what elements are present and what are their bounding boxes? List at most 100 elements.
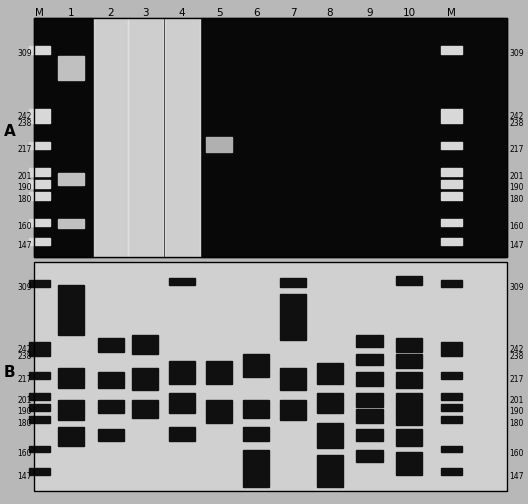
- Bar: [29, 46, 50, 53]
- Bar: [165, 18, 200, 257]
- Text: 238: 238: [17, 352, 32, 361]
- Text: 242: 242: [510, 112, 524, 120]
- Bar: [58, 173, 84, 185]
- Bar: [441, 193, 462, 200]
- Text: 4: 4: [179, 8, 185, 18]
- Bar: [34, 18, 507, 257]
- Bar: [441, 404, 462, 411]
- Bar: [441, 46, 462, 53]
- Text: 242: 242: [17, 112, 32, 120]
- Bar: [243, 450, 269, 487]
- Text: 1: 1: [68, 8, 74, 18]
- Text: 242: 242: [17, 345, 32, 354]
- Bar: [441, 238, 462, 245]
- Text: 147: 147: [510, 472, 524, 480]
- Bar: [396, 393, 422, 409]
- Text: 147: 147: [17, 241, 32, 250]
- Bar: [132, 400, 158, 418]
- Bar: [243, 354, 269, 377]
- Bar: [317, 363, 343, 384]
- Bar: [132, 367, 158, 391]
- Bar: [396, 354, 422, 367]
- Text: 190: 190: [510, 407, 524, 416]
- Text: 190: 190: [17, 183, 32, 193]
- Text: M: M: [35, 8, 44, 18]
- Bar: [29, 446, 50, 453]
- Bar: [317, 455, 343, 487]
- Text: 201: 201: [510, 396, 524, 405]
- Bar: [356, 429, 383, 441]
- Text: 9: 9: [366, 8, 373, 18]
- Bar: [169, 393, 195, 413]
- Bar: [317, 393, 343, 413]
- Bar: [441, 219, 462, 226]
- Bar: [169, 278, 195, 285]
- Bar: [29, 109, 50, 116]
- Bar: [280, 294, 306, 340]
- Bar: [98, 338, 124, 351]
- Text: 309: 309: [17, 283, 32, 292]
- Text: 147: 147: [17, 472, 32, 480]
- Bar: [29, 469, 50, 475]
- Text: 242: 242: [510, 345, 524, 354]
- Text: A: A: [4, 123, 15, 139]
- Text: 180: 180: [510, 419, 524, 428]
- Bar: [356, 393, 383, 407]
- Text: 180: 180: [17, 419, 32, 428]
- Bar: [441, 349, 462, 356]
- Text: 238: 238: [510, 352, 524, 361]
- Text: 8: 8: [327, 8, 333, 18]
- Bar: [206, 361, 232, 384]
- Text: 238: 238: [17, 119, 32, 128]
- Text: 190: 190: [17, 407, 32, 416]
- Bar: [98, 400, 124, 413]
- Bar: [441, 116, 462, 123]
- Text: B: B: [4, 365, 15, 381]
- Bar: [441, 280, 462, 287]
- Bar: [58, 56, 84, 80]
- Text: 217: 217: [510, 375, 524, 384]
- Bar: [58, 285, 84, 336]
- Bar: [441, 168, 462, 176]
- Bar: [58, 400, 84, 420]
- Bar: [94, 18, 128, 257]
- Text: 217: 217: [510, 145, 524, 154]
- Bar: [441, 446, 462, 453]
- Text: 201: 201: [17, 171, 32, 180]
- Bar: [206, 137, 232, 152]
- Text: 309: 309: [510, 283, 524, 292]
- Bar: [243, 400, 269, 418]
- Bar: [29, 219, 50, 226]
- Bar: [441, 372, 462, 379]
- Text: 10: 10: [403, 8, 416, 18]
- Bar: [29, 238, 50, 245]
- Text: 217: 217: [17, 375, 32, 384]
- Bar: [29, 193, 50, 200]
- Bar: [396, 372, 422, 388]
- Bar: [356, 372, 383, 386]
- Text: 201: 201: [17, 396, 32, 405]
- Bar: [128, 18, 163, 257]
- Text: 147: 147: [510, 241, 524, 250]
- Text: 160: 160: [510, 222, 524, 231]
- Bar: [29, 349, 50, 356]
- Bar: [243, 427, 269, 441]
- Bar: [441, 180, 462, 187]
- Text: 3: 3: [142, 8, 148, 18]
- Bar: [58, 367, 84, 388]
- Bar: [29, 142, 50, 149]
- Bar: [356, 336, 383, 347]
- Text: 238: 238: [510, 119, 524, 128]
- Text: 180: 180: [17, 196, 32, 205]
- Bar: [280, 400, 306, 420]
- Text: 180: 180: [510, 196, 524, 205]
- Bar: [58, 427, 84, 446]
- Bar: [29, 116, 50, 123]
- Text: 2: 2: [108, 8, 114, 18]
- Text: 160: 160: [510, 449, 524, 458]
- Bar: [280, 367, 306, 391]
- Bar: [317, 422, 343, 448]
- Bar: [396, 276, 422, 285]
- Text: 160: 160: [17, 449, 32, 458]
- Text: 7: 7: [290, 8, 296, 18]
